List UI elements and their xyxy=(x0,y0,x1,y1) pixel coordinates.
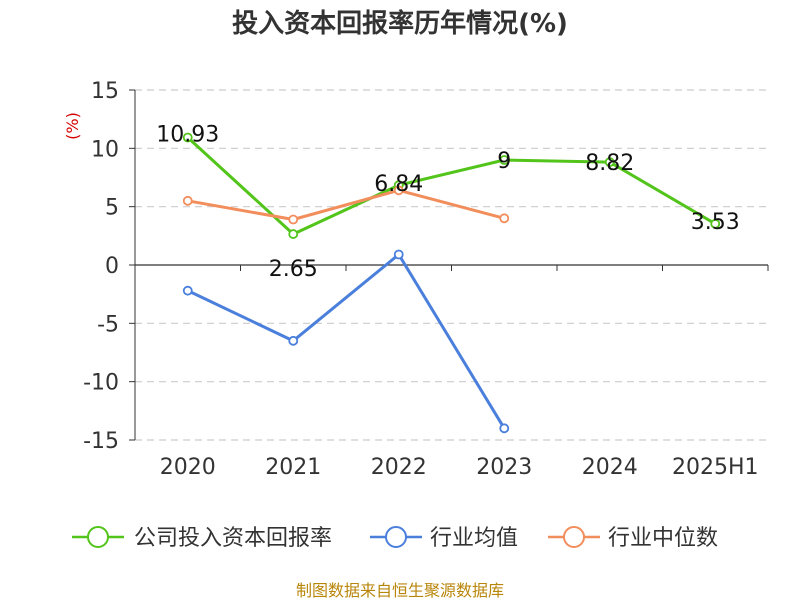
data-point xyxy=(182,195,193,206)
data-point xyxy=(499,155,510,165)
series-lines xyxy=(182,132,721,434)
legend-marker xyxy=(87,526,109,548)
x-tick-label: 2024 xyxy=(582,455,638,480)
legend-marker xyxy=(563,526,585,548)
data-point xyxy=(604,157,615,168)
series-line xyxy=(187,188,505,221)
chart-title: 投入资本回报率历年情况(%) xyxy=(232,8,568,39)
source-note: 制图数据来自恒生聚源数据库 xyxy=(296,581,504,600)
series-line xyxy=(187,253,506,430)
data-point xyxy=(499,423,510,434)
legend-marker xyxy=(385,526,407,548)
data-labels: 10.93 2.65 6.84 9 8.82 3.53 xyxy=(156,122,739,282)
y-tick-label: 5 xyxy=(105,196,119,221)
y-tick-label: 0 xyxy=(105,254,119,279)
data-point xyxy=(288,335,299,346)
data-point xyxy=(182,285,193,296)
y-axis-label: (%) xyxy=(63,112,82,140)
x-tick-label: 2020 xyxy=(160,455,216,480)
series-line xyxy=(186,136,717,236)
y-tick-label: 10 xyxy=(91,137,119,162)
y-tick-label: -15 xyxy=(83,429,119,454)
x-tick-label: 2023 xyxy=(476,455,532,480)
data-point xyxy=(288,214,299,225)
grid-lines xyxy=(135,89,768,441)
x-tick-label: 2021 xyxy=(265,455,321,480)
data-point xyxy=(710,218,721,229)
data-point xyxy=(499,213,510,224)
data-label: 2.65 xyxy=(269,257,318,282)
data-label: 10.93 xyxy=(156,122,219,147)
data-point xyxy=(288,229,299,239)
y-tick-label: -10 xyxy=(83,371,119,396)
data-label: 9 xyxy=(497,149,511,174)
legend-label: 行业中位数 xyxy=(608,526,718,551)
data-point xyxy=(182,132,193,143)
y-tick-label: 15 xyxy=(91,79,119,104)
data-point xyxy=(393,249,404,260)
data-point xyxy=(393,185,404,196)
legend-label: 公司投入资本回报率 xyxy=(134,526,332,551)
data-label: 3.53 xyxy=(691,210,740,235)
x-tick-label: 2025H1 xyxy=(672,455,759,480)
data-label: 6.84 xyxy=(374,172,423,197)
x-tick-label: 2022 xyxy=(371,455,427,480)
data-label: 8.82 xyxy=(585,151,634,176)
y-tick-label: -5 xyxy=(97,312,119,337)
axes: 15 10 5 0 -5 -10 -15 2020 2021 2022 2023 2024 2025H1 xyxy=(83,79,769,480)
legend: 公司投入资本回报率 行业均值 行业中位数 xyxy=(72,526,718,551)
legend-label: 行业均值 xyxy=(430,526,518,551)
